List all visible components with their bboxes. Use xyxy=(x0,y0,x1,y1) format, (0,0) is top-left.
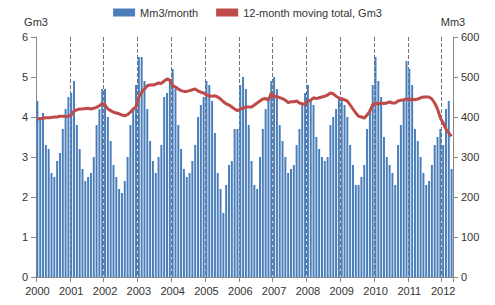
svg-text:400: 400 xyxy=(461,111,479,123)
svg-text:100: 100 xyxy=(461,231,479,243)
svg-text:2005: 2005 xyxy=(194,285,218,297)
svg-text:2010: 2010 xyxy=(363,285,387,297)
svg-text:2: 2 xyxy=(22,191,28,203)
svg-text:2001: 2001 xyxy=(59,285,83,297)
svg-text:600: 600 xyxy=(461,31,479,43)
svg-text:200: 200 xyxy=(461,191,479,203)
svg-text:6: 6 xyxy=(22,31,28,43)
svg-text:4: 4 xyxy=(22,111,28,123)
svg-text:0: 0 xyxy=(461,271,467,283)
svg-text:Mm3: Mm3 xyxy=(441,16,465,28)
svg-text:Gm3: Gm3 xyxy=(24,16,48,28)
svg-text:2006: 2006 xyxy=(228,285,252,297)
svg-text:2008: 2008 xyxy=(296,285,320,297)
svg-text:2007: 2007 xyxy=(262,285,286,297)
svg-text:2011: 2011 xyxy=(397,285,421,297)
svg-text:500: 500 xyxy=(461,71,479,83)
svg-text:0: 0 xyxy=(22,271,28,283)
svg-text:300: 300 xyxy=(461,151,479,163)
svg-text:Mm3/month: Mm3/month xyxy=(140,7,198,19)
svg-text:2002: 2002 xyxy=(93,285,117,297)
svg-text:2009: 2009 xyxy=(329,285,353,297)
svg-text:2003: 2003 xyxy=(127,285,151,297)
svg-text:3: 3 xyxy=(22,151,28,163)
svg-text:2000: 2000 xyxy=(25,285,49,297)
svg-text:1: 1 xyxy=(22,231,28,243)
svg-text:2004: 2004 xyxy=(160,285,184,297)
svg-text:5: 5 xyxy=(22,71,28,83)
svg-text:12-month moving total, Gm3: 12-month moving total, Gm3 xyxy=(243,7,382,19)
svg-text:2012: 2012 xyxy=(431,285,455,297)
